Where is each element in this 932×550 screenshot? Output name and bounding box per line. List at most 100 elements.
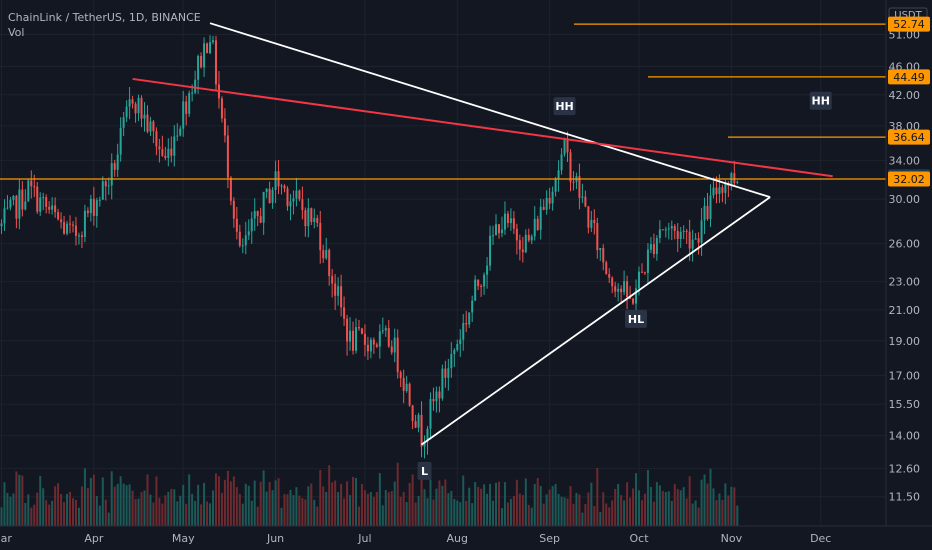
candle-body (721, 187, 724, 193)
candle-body (250, 218, 253, 232)
candle (551, 186, 554, 211)
volume-bar (223, 479, 226, 526)
candle (9, 196, 12, 211)
candle (709, 184, 712, 228)
candle (92, 186, 95, 226)
triangle-upper-line (209, 22, 771, 198)
candle (319, 210, 322, 264)
volume-bar (247, 485, 250, 526)
volume-bar (167, 491, 170, 526)
volume-bar (244, 483, 247, 526)
candle (584, 190, 587, 208)
candle-body (0, 223, 3, 227)
volume-bar (80, 486, 83, 526)
volume-bar (441, 485, 444, 526)
candle-body (411, 405, 414, 422)
candle-body (12, 195, 15, 200)
volume-bar (417, 495, 420, 526)
candle (316, 214, 319, 228)
candle (417, 412, 420, 433)
volume-bar (226, 470, 229, 526)
volume-bar (131, 490, 134, 526)
candle-body (191, 92, 194, 94)
volume-bar (626, 482, 629, 526)
candle (322, 244, 325, 263)
candle-body (98, 199, 101, 201)
volume-bar (670, 500, 673, 526)
volume-bar (206, 501, 209, 526)
candle (212, 36, 215, 45)
candle-body (432, 399, 435, 402)
time-tick-label: Nov (721, 532, 743, 545)
candle-body (733, 173, 736, 184)
price-tick-label: 21.00 (889, 304, 921, 317)
candle (30, 170, 33, 199)
volume-bar (503, 482, 506, 526)
volume-bar (125, 485, 128, 526)
candle-body (688, 231, 691, 249)
candle-body (226, 135, 229, 178)
annotation-text: L (421, 465, 428, 478)
volume-bar (21, 475, 24, 526)
candle (566, 131, 569, 163)
candle (182, 90, 185, 137)
volume-bar (346, 481, 349, 526)
volume-bar (560, 496, 563, 526)
candle-body (566, 139, 569, 153)
volume-bar (301, 498, 304, 526)
candle (649, 237, 652, 254)
volume-bar (620, 495, 623, 526)
volume-bar (304, 499, 307, 526)
trendlines (132, 22, 833, 446)
candle-body (554, 179, 557, 192)
candle-body (712, 187, 715, 196)
candle (557, 160, 560, 192)
candle-body (453, 349, 456, 355)
candle (393, 328, 396, 363)
volume-bar (155, 476, 158, 526)
candle (268, 181, 271, 204)
candle-body (694, 238, 697, 240)
candle-body (408, 383, 411, 406)
candle (477, 279, 480, 291)
candle (471, 295, 474, 322)
candle (694, 233, 697, 240)
volume-indicator-label[interactable]: Vol (8, 26, 25, 39)
candle (173, 125, 176, 167)
candle-body (360, 328, 363, 334)
volume-bar (137, 498, 140, 526)
volume-bar (611, 500, 614, 526)
candle-body (667, 228, 670, 230)
candle (697, 232, 700, 255)
volume-bar (459, 502, 462, 526)
volume-bar (533, 483, 536, 526)
candle-body (602, 248, 605, 263)
volume-bar (599, 511, 602, 526)
candle (536, 215, 539, 231)
candle (86, 207, 89, 218)
volume-bar (86, 487, 89, 526)
candle-body (489, 235, 492, 266)
volume-bar (277, 478, 280, 526)
candle (146, 105, 149, 134)
candle-body (107, 185, 110, 187)
level-price-tag: 44.49 (888, 69, 930, 85)
candle (331, 269, 334, 298)
volume-bar (352, 476, 355, 526)
candle-body (203, 43, 206, 68)
candle-body (280, 185, 283, 187)
candle (381, 317, 384, 335)
symbol-title[interactable]: ChainLink / TetherUS, 1D, BINANCE (8, 11, 201, 24)
candle-body (331, 276, 334, 284)
volume-bar (664, 492, 667, 526)
volume-bar (77, 507, 80, 526)
volume-bar (54, 486, 57, 526)
volume-bar (667, 491, 670, 526)
volume-bar (220, 492, 223, 526)
volume-bar (57, 483, 60, 526)
volume-bar (673, 484, 676, 526)
volume-bar (393, 481, 396, 526)
volume-bar (530, 507, 533, 526)
volume-bar (74, 499, 77, 526)
